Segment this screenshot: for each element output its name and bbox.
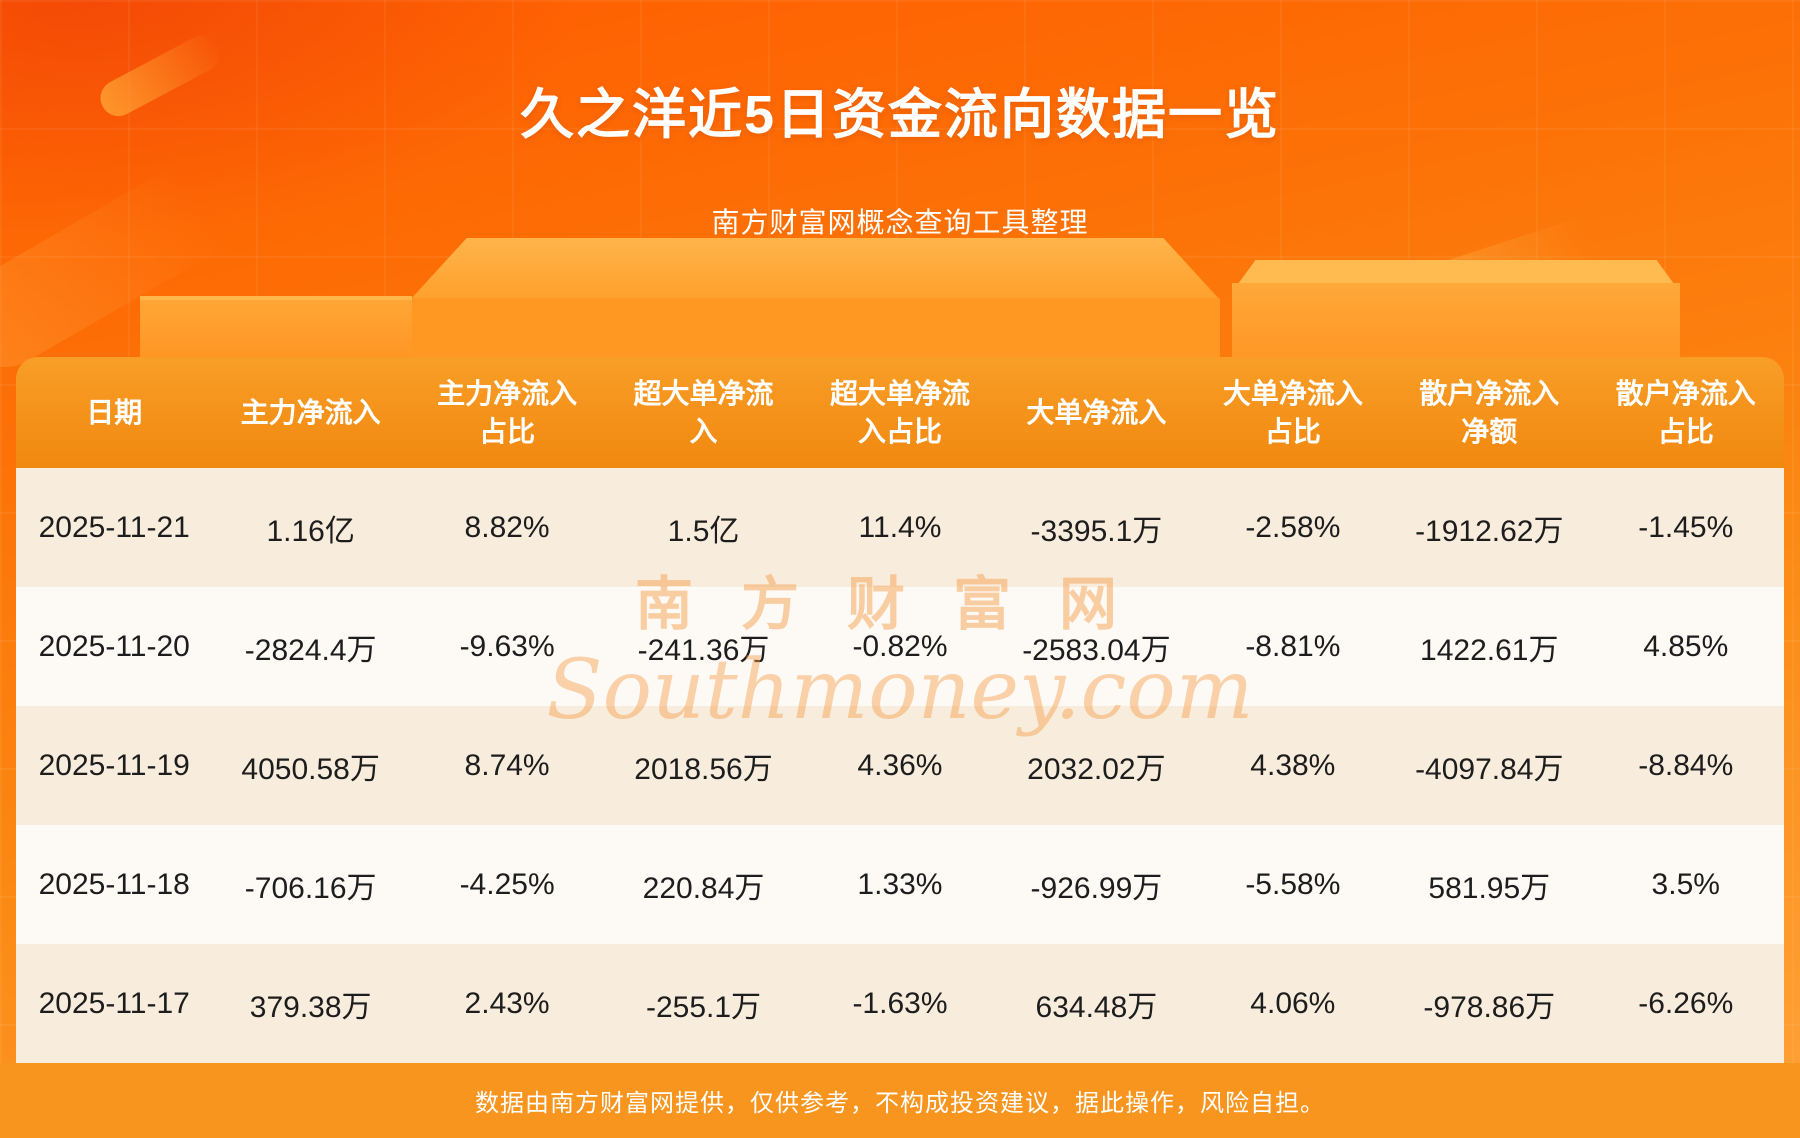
date-cell: 2025-11-19: [38, 748, 190, 782]
value-cell: 1422.61万: [1420, 633, 1559, 667]
value-cell: 1.16亿: [266, 514, 355, 548]
value-cell: -0.82%: [852, 629, 948, 663]
header: 久之洋近5日资金流向数据一览 南方财富网概念查询工具整理: [0, 0, 1800, 241]
date-cell: 2025-11-17: [38, 986, 190, 1020]
value-cell: 379.38万: [249, 990, 372, 1024]
value-cell: -9.63%: [459, 629, 555, 663]
table-row: 2025-11-21 1.16亿 8.82% 1.5亿 11.4% -3395.1万 -2.…: [16, 468, 1784, 587]
column-header: 日期: [16, 357, 213, 468]
value-cell: -4097.84万: [1415, 752, 1564, 786]
decor-podium-right-top: [1238, 260, 1674, 284]
value-cell: 8.82%: [464, 510, 550, 544]
value-cell: -241.36万: [637, 633, 770, 667]
value-cell: -4.25%: [459, 867, 555, 901]
value-cell: 2.43%: [464, 986, 550, 1020]
column-header: 主力净流入占比: [408, 357, 606, 468]
value-cell: -978.86万: [1423, 990, 1556, 1024]
column-header: 大单净流入占比: [1194, 357, 1392, 468]
decor-stage-top-face: [410, 238, 1220, 300]
value-cell: 581.95万: [1428, 871, 1551, 905]
column-header: 超大单净流入: [605, 357, 802, 468]
date-cell: 2025-11-18: [38, 867, 190, 901]
table-row: 2025-11-18 -706.16万 -4.25% 220.84万 1.33% -926…: [16, 825, 1784, 944]
disclaimer-text: 数据由南方财富网提供，仅供参考，不构成投资建议，据此操作，风险自担。: [475, 1090, 1325, 1117]
column-header: 散户净流入占比: [1587, 357, 1784, 468]
page-subtitle: 南方财富网概念查询工具整理: [711, 207, 1089, 238]
value-cell: 4.85%: [1643, 629, 1729, 663]
column-header: 散户净流入净额: [1391, 357, 1588, 468]
value-cell: 2018.56万: [634, 752, 773, 786]
column-header: 大单净流入: [998, 357, 1195, 468]
table-body: 2025-11-21 1.16亿 8.82% 1.5亿 11.4% -3395.1万 -2.…: [16, 468, 1784, 1063]
table-row: 2025-11-17 379.38万 2.43% -255.1万 -1.63% 634.4…: [16, 944, 1784, 1063]
date-cell: 2025-11-21: [38, 510, 190, 544]
table-header: 日期 主力净流入 主力净流入占比 超大单净流入 超大单净流入占比 大单净流入 大单净流入占比…: [16, 357, 1784, 468]
column-header: 超大单净流入占比: [801, 357, 999, 468]
disclaimer-bar: 数据由南方财富网提供，仅供参考，不构成投资建议，据此操作，风险自担。: [0, 1063, 1800, 1138]
value-cell: -706.16万: [244, 871, 377, 905]
value-cell: -1.45%: [1638, 510, 1734, 544]
value-cell: -3395.1万: [1030, 514, 1163, 548]
value-cell: -2824.4万: [244, 633, 377, 667]
value-cell: 1.33%: [857, 867, 943, 901]
value-cell: 8.74%: [464, 748, 550, 782]
value-cell: -6.26%: [1638, 986, 1734, 1020]
date-cell: 2025-11-20: [38, 629, 190, 663]
fund-flow-table: 日期 主力净流入 主力净流入占比 超大单净流入 超大单净流入占比 大单净流入 大单净流入占比…: [16, 357, 1784, 1063]
column-header: 主力净流入: [212, 357, 409, 468]
value-cell: 3.5%: [1651, 867, 1720, 901]
value-cell: 4050.58万: [241, 752, 380, 786]
value-cell: 220.84万: [642, 871, 765, 905]
value-cell: 634.48万: [1035, 990, 1158, 1024]
value-cell: -8.81%: [1245, 629, 1341, 663]
value-cell: 4.38%: [1250, 748, 1336, 782]
value-cell: 11.4%: [858, 510, 942, 544]
value-cell: -1912.62万: [1415, 514, 1564, 548]
table-row: 2025-11-19 4050.58万 8.74% 2018.56万 4.36% 2032…: [16, 706, 1784, 825]
value-cell: -926.99万: [1030, 871, 1163, 905]
value-cell: 4.06%: [1250, 986, 1336, 1020]
value-cell: -5.58%: [1245, 867, 1341, 901]
page-title: 久之洋近5日资金流向数据一览: [519, 85, 1281, 145]
value-cell: -1.63%: [852, 986, 948, 1020]
data-table: 日期 主力净流入 主力净流入占比 超大单净流入 超大单净流入占比 大单净流入 大单净流入占比…: [16, 357, 1784, 1063]
value-cell: -2.58%: [1245, 510, 1341, 544]
value-cell: -2583.04万: [1022, 633, 1171, 667]
value-cell: -8.84%: [1638, 748, 1734, 782]
table-row: 2025-11-20 -2824.4万 -9.63% -241.36万 -0.82% -2…: [16, 587, 1784, 706]
value-cell: 2032.02万: [1027, 752, 1166, 786]
value-cell: -255.1万: [645, 990, 762, 1024]
header-row: 日期 主力净流入 主力净流入占比 超大单净流入 超大单净流入占比 大单净流入 大单净流入占比…: [16, 357, 1784, 468]
value-cell: 4.36%: [857, 748, 943, 782]
value-cell: 1.5亿: [667, 514, 740, 548]
